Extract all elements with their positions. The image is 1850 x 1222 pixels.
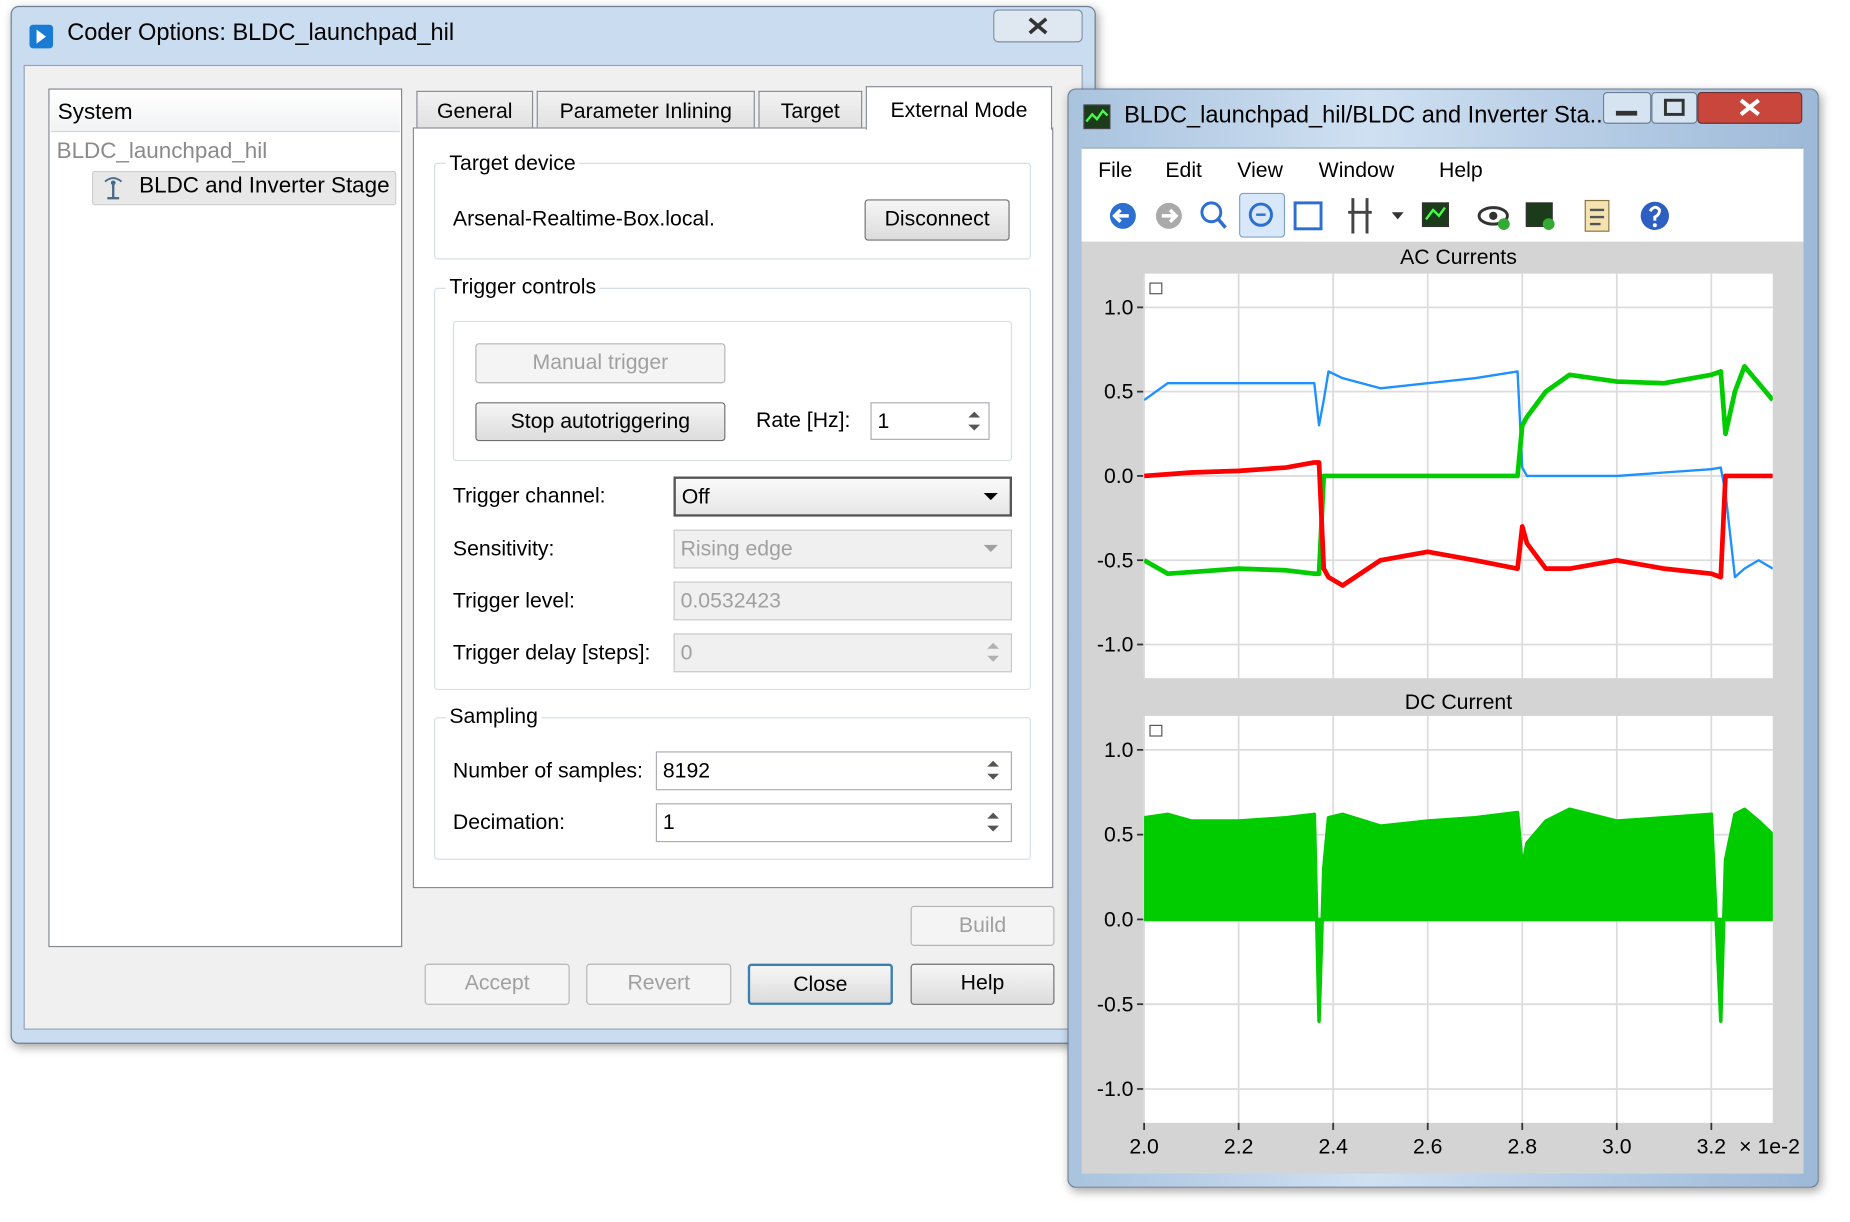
y-tick-label: 1.0 xyxy=(1104,739,1134,762)
spin-buttons[interactable] xyxy=(962,406,986,437)
dialog-icon xyxy=(29,24,54,49)
menu-item[interactable]: View xyxy=(1237,158,1283,182)
spin-buttons[interactable] xyxy=(981,755,1005,786)
decimation-label: Decimation: xyxy=(452,810,566,834)
group-legend: Trigger controls xyxy=(445,274,600,300)
x-axis-label: × 1e-2 xyxy=(1739,1136,1800,1159)
group-legend: Sampling xyxy=(445,704,542,729)
tab[interactable]: Target xyxy=(758,90,863,130)
trigger-delay-label: Trigger delay [steps]: xyxy=(452,640,651,665)
tab[interactable]: General xyxy=(416,90,534,130)
y-tick-label: 1.0 xyxy=(1104,296,1134,319)
menu-item[interactable]: Edit xyxy=(1165,158,1202,182)
x-tick-label: 3.0 xyxy=(1602,1136,1632,1159)
sensitivity-label: Sensitivity: xyxy=(452,536,555,561)
dialog-title: Coder Options: BLDC_launchpad_hil xyxy=(67,20,455,47)
y-tick-label: -1.0 xyxy=(1097,634,1134,657)
tree-header: System xyxy=(50,93,400,133)
scope-window-buttons[interactable] xyxy=(1602,92,1804,127)
chart-title: DC Current xyxy=(1405,691,1512,714)
y-tick-label: 0.5 xyxy=(1104,824,1134,847)
spin-buttons[interactable] xyxy=(981,637,1005,668)
chart-title: AC Currents xyxy=(1400,246,1517,269)
help-button[interactable]: Help xyxy=(910,963,1055,1005)
x-tick-label: 2.4 xyxy=(1318,1136,1348,1159)
y-tick-label: -0.5 xyxy=(1097,549,1134,572)
trigger-inner-box xyxy=(452,320,1013,462)
dialog-close-button[interactable] xyxy=(993,9,1083,43)
legend-toggle xyxy=(1149,724,1163,737)
menu-item[interactable]: File xyxy=(1098,158,1133,182)
target-device-group xyxy=(434,162,1031,260)
trigger-group xyxy=(434,287,1031,691)
spin-buttons[interactable] xyxy=(981,807,1005,838)
accept-button[interactable]: Accept xyxy=(424,963,570,1005)
samples-input[interactable]: 8192 xyxy=(655,751,1013,791)
trigger-channel-label: Trigger channel: xyxy=(452,483,606,508)
menu-item[interactable]: Window xyxy=(1318,158,1395,182)
y-tick-label: 0.0 xyxy=(1104,908,1134,931)
dropdown-arrow xyxy=(983,493,998,501)
revert-button[interactable]: Revert xyxy=(586,963,732,1005)
close-button[interactable]: Close xyxy=(747,963,893,1005)
tab[interactable]: Parameter Inlining xyxy=(536,90,755,130)
build-button[interactable]: Build xyxy=(910,905,1055,946)
rate-input[interactable]: 1 xyxy=(870,402,990,440)
y-tick-label: 0.5 xyxy=(1104,381,1134,404)
series-group xyxy=(1144,807,1773,1023)
y-tick-label: 0.0 xyxy=(1104,465,1134,488)
target-host: Arsenal-Realtime-Box.local. xyxy=(452,206,715,231)
series-line xyxy=(1144,460,1773,588)
tree-child[interactable]: BLDC and Inverter Stage xyxy=(139,173,390,199)
sensitivity-select[interactable]: Rising edge xyxy=(673,529,1013,569)
x-tick-label: 2.2 xyxy=(1224,1136,1254,1159)
stop-autotriggering-button[interactable]: Stop autotriggering xyxy=(475,402,726,442)
rate-label: Rate [Hz]: xyxy=(756,408,851,432)
series-group xyxy=(1144,363,1773,588)
trigger-delay-input[interactable]: 0 xyxy=(673,633,1013,673)
samples-label: Number of samples: xyxy=(452,758,643,783)
scope-icon xyxy=(1083,104,1111,130)
menu-item[interactable]: Help xyxy=(1438,158,1483,182)
tab-active[interactable]: External Mode xyxy=(865,86,1053,130)
trigger-channel-select[interactable]: Off xyxy=(673,476,1013,517)
manual-trigger-button[interactable]: Manual trigger xyxy=(475,343,726,384)
legend-toggle xyxy=(1149,282,1163,295)
tree-node-icon xyxy=(104,177,123,200)
toolbar[interactable] xyxy=(1082,191,1804,241)
dropdown-arrow xyxy=(983,544,998,553)
sampling-group xyxy=(434,717,1031,860)
x-tick-label: 2.8 xyxy=(1508,1136,1538,1159)
series-line xyxy=(1144,363,1773,577)
tree-root[interactable]: BLDC_launchpad_hil xyxy=(56,139,268,164)
disconnect-button[interactable]: Disconnect xyxy=(864,199,1010,241)
tree-selection xyxy=(92,171,397,206)
x-tick-label: 2.0 xyxy=(1129,1136,1159,1159)
y-tick-label: -0.5 xyxy=(1097,993,1134,1016)
series-area xyxy=(1144,807,1773,1023)
x-tick-label: 2.6 xyxy=(1413,1136,1443,1159)
scope-title: BLDC_launchpad_hil/BLDC and Inverter Sta… xyxy=(1124,102,1610,129)
trigger-level-label: Trigger level: xyxy=(452,588,575,613)
decimation-input[interactable]: 1 xyxy=(655,803,1013,843)
y-tick-label: -1.0 xyxy=(1097,1078,1134,1101)
trigger-level-input[interactable]: 0.0532423 xyxy=(673,581,1013,621)
group-legend: Target device xyxy=(445,150,580,176)
tree-panel xyxy=(48,88,403,948)
x-tick-label: 3.2 xyxy=(1697,1136,1727,1159)
